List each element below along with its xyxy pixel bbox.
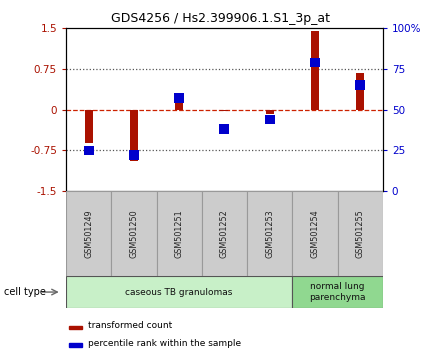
Bar [220,124,229,134]
Bar [84,145,94,155]
Text: cell type: cell type [4,287,46,297]
Bar [266,110,274,114]
Text: GSM501250: GSM501250 [129,209,139,258]
Bar [310,58,320,67]
Text: caseous TB granulomas: caseous TB granulomas [125,287,233,297]
Bar [247,191,292,276]
Text: GSM501253: GSM501253 [265,209,274,258]
Bar [337,191,383,276]
Text: GSM501251: GSM501251 [175,209,183,258]
Bar [69,343,82,347]
Bar [265,115,275,124]
Text: GSM501249: GSM501249 [84,209,93,258]
Bar [66,276,292,308]
Bar [66,191,111,276]
Bar [174,93,184,103]
Bar [130,110,138,161]
Text: GSM501254: GSM501254 [310,209,319,258]
Text: GDS4256 / Hs2.399906.1.S1_3p_at: GDS4256 / Hs2.399906.1.S1_3p_at [110,12,330,25]
Bar [220,110,228,111]
Text: GSM501252: GSM501252 [220,209,229,258]
Text: percentile rank within the sample: percentile rank within the sample [88,338,241,348]
Text: GSM501255: GSM501255 [356,209,365,258]
Text: transformed count: transformed count [88,321,172,330]
Bar [202,191,247,276]
Bar [292,276,383,308]
Bar [111,191,157,276]
Bar [129,150,139,160]
Bar [292,191,337,276]
Bar [69,326,82,329]
Bar [355,80,365,90]
Bar [175,103,183,110]
Bar [311,31,319,110]
Bar [356,73,364,110]
Bar [157,191,202,276]
Bar [84,110,93,143]
Text: normal lung
parenchyma: normal lung parenchyma [309,282,366,302]
